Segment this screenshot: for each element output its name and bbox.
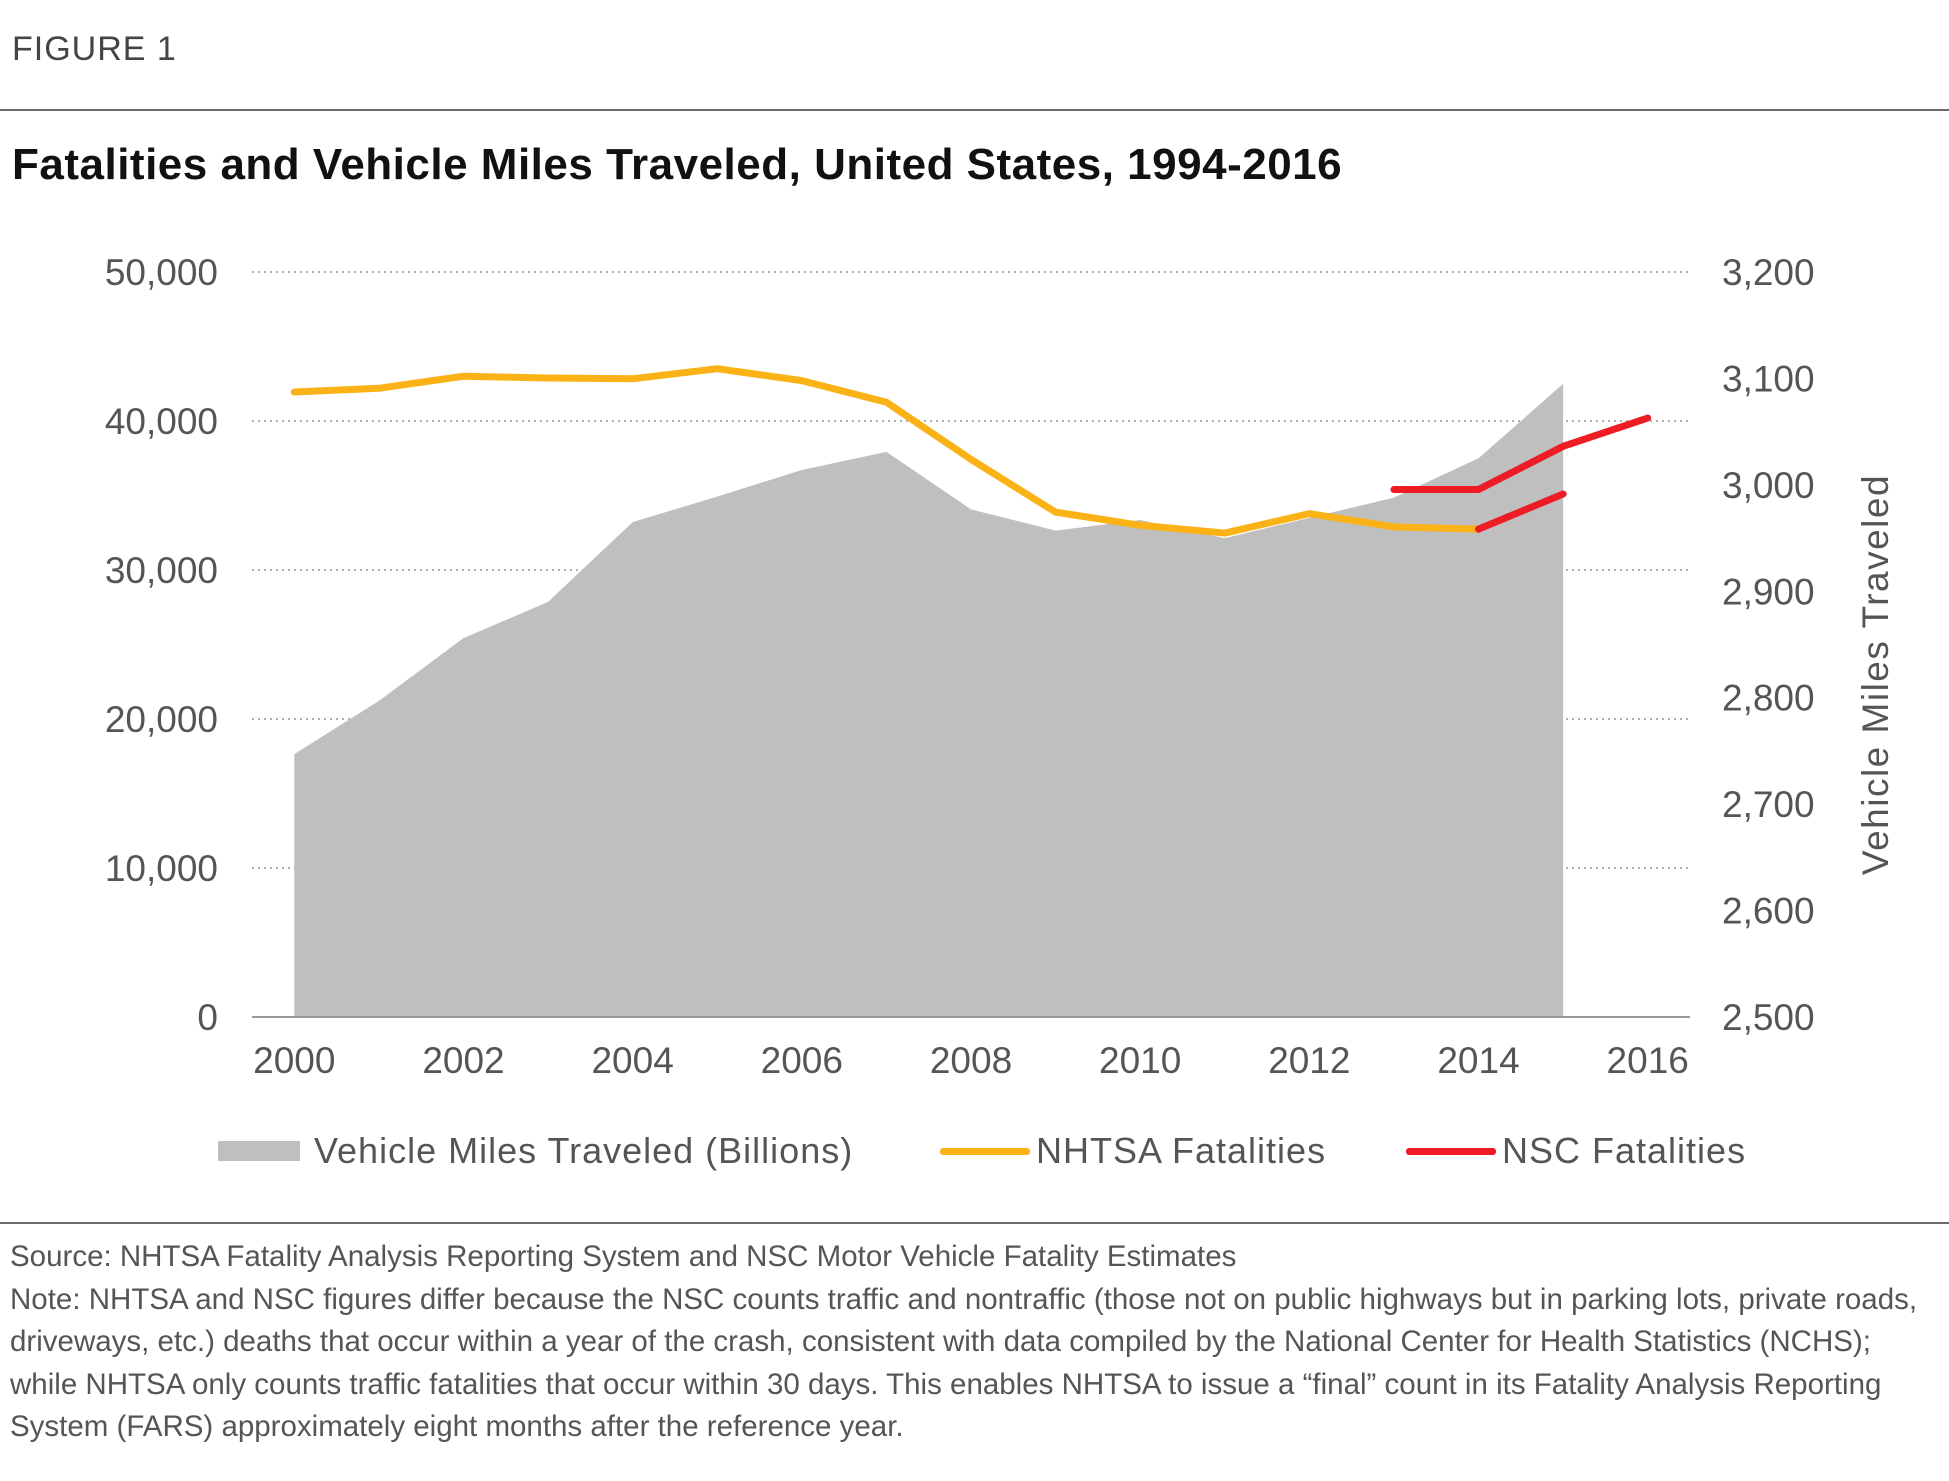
legend-swatch-vmt [218, 1141, 300, 1161]
y-left-tick-label: 0 [197, 997, 218, 1038]
top-divider [0, 109, 1949, 111]
y-right-tick-label: 2,500 [1722, 997, 1815, 1038]
x-tick-label: 2004 [591, 1040, 673, 1081]
source-notes: Source: NHTSA Fatality Analysis Reportin… [10, 1236, 1940, 1449]
legend-swatch-nhtsa [940, 1147, 1030, 1155]
legend-swatch-nsc [1406, 1147, 1496, 1155]
vmt-area-series [294, 383, 1564, 1017]
y-right-tick-label: 2,700 [1722, 784, 1815, 825]
figure-label: FIGURE 1 [12, 30, 177, 68]
y-left-tick-label: 30,000 [105, 550, 218, 591]
y-left-tick-label: 40,000 [105, 401, 218, 442]
legend-label-nsc: NSC Fatalities [1502, 1130, 1747, 1171]
x-tick-label: 2010 [1099, 1040, 1181, 1081]
x-tick-label: 2008 [930, 1040, 1012, 1081]
y-right-tick-label: 2,800 [1722, 678, 1815, 719]
chart-plot: 0 10,000 20,000 30,000 40,000 50,000 2,500 2,60… [105, 252, 1896, 1081]
x-tick-label: 2012 [1268, 1040, 1350, 1081]
y-left-tick-label: 10,000 [105, 848, 218, 889]
y-left-tick-label: 50,000 [105, 252, 218, 293]
nsc-fatalities-line [1475, 490, 1567, 533]
y-left-tick-label: 20,000 [105, 699, 218, 740]
x-tick-label: 2000 [253, 1040, 335, 1081]
chart-title: Fatalities and Vehicle Miles Traveled, U… [12, 140, 1343, 189]
nsc-fatalities-line [1390, 414, 1652, 494]
legend-item-nsc: NSC Fatalities [1406, 1130, 1746, 1172]
bottom-divider [0, 1222, 1949, 1224]
y-right-tick-label: 2,600 [1722, 891, 1815, 932]
legend-item-vmt: Vehicle Miles Traveled (Billions) [218, 1130, 853, 1172]
x-tick-label: 2014 [1437, 1040, 1519, 1081]
nhtsa-fatalities-line [290, 365, 1483, 537]
y-right-tick-label: 3,000 [1722, 465, 1815, 506]
x-tick-label: 2016 [1607, 1040, 1689, 1081]
y-right-tick-label: 2,900 [1722, 571, 1815, 612]
note-text: Note: NHTSA and NSC figures differ becau… [10, 1282, 1918, 1444]
legend-item-nhtsa: NHTSA Fatalities [940, 1130, 1326, 1172]
source-text: Source: NHTSA Fatality Analysis Reportin… [10, 1240, 1237, 1273]
y-right-tick-label: 3,200 [1722, 252, 1815, 293]
y-right-tick-label: 3,100 [1722, 358, 1815, 399]
chart-legend: Vehicle Miles Traveled (Billions) NHTSA … [0, 1130, 1949, 1180]
legend-label-vmt: Vehicle Miles Traveled (Billions) [314, 1130, 854, 1171]
x-tick-label: 2006 [761, 1040, 843, 1081]
legend-label-nhtsa: NHTSA Fatalities [1036, 1130, 1327, 1171]
y-right-axis-title: Vehicle Miles Traveled [1855, 474, 1896, 875]
x-tick-label: 2002 [422, 1040, 504, 1081]
